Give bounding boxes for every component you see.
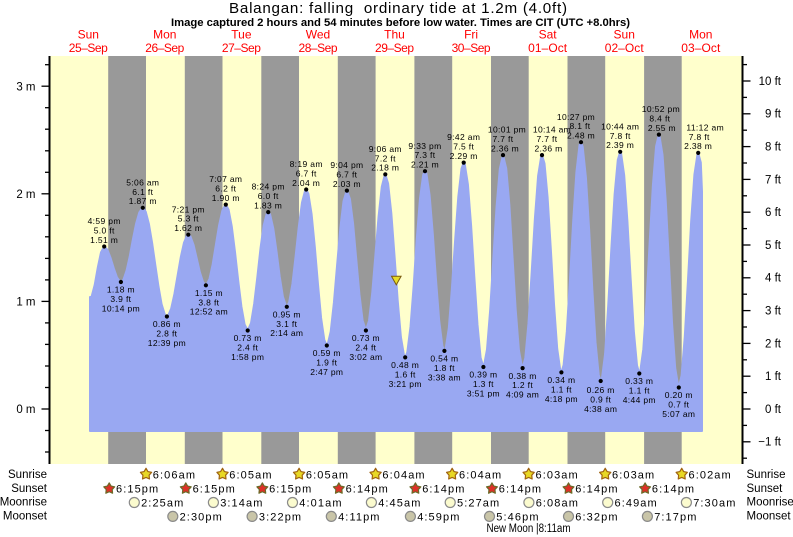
svg-text:6:14pm: 6:14pm	[652, 484, 695, 496]
svg-text:Thu: Thu	[384, 28, 405, 42]
svg-text:0.34 m1.1 ft4:18 pm: 0.34 m 1.1 ft 4:18 pm	[545, 375, 578, 404]
svg-text:6:32pm: 6:32pm	[575, 512, 618, 524]
svg-text:6:02am: 6:02am	[689, 469, 732, 481]
svg-text:6:14pm: 6:14pm	[422, 484, 465, 496]
svg-text:Sunrise: Sunrise	[747, 469, 786, 481]
svg-text:6:04am: 6:04am	[382, 469, 425, 481]
svg-text:Moonset: Moonset	[3, 510, 48, 522]
svg-text:Moonrise: Moonrise	[0, 497, 47, 509]
svg-text:6:06am: 6:06am	[153, 469, 196, 481]
svg-text:8 ft: 8 ft	[765, 142, 782, 154]
svg-text:Mon: Mon	[153, 28, 176, 42]
svg-text:27–Sep: 27–Sep	[222, 41, 261, 55]
svg-text:30–Sep: 30–Sep	[452, 41, 491, 55]
svg-text:1 ft: 1 ft	[765, 371, 782, 383]
svg-text:7 ft: 7 ft	[765, 174, 782, 186]
svg-text:25–Sep: 25–Sep	[69, 41, 108, 55]
svg-text:6:03am: 6:03am	[612, 469, 655, 481]
svg-text:0.95 m3.1 ft2:14 am: 0.95 m 3.1 ft 2:14 am	[270, 310, 303, 339]
svg-text:03–Oct: 03–Oct	[681, 41, 721, 55]
svg-text:9:06 am7.2 ft2.18 m: 9:06 am 7.2 ft 2.18 m	[369, 144, 402, 173]
svg-text:Sunset: Sunset	[11, 483, 48, 495]
svg-text:6:04am: 6:04am	[459, 469, 502, 481]
svg-text:7:17pm: 7:17pm	[654, 512, 697, 524]
svg-text:2:30pm: 2:30pm	[180, 512, 223, 524]
svg-text:6:14pm: 6:14pm	[575, 484, 618, 496]
svg-text:−1 ft: −1 ft	[758, 437, 782, 449]
svg-text:6:03am: 6:03am	[536, 469, 579, 481]
svg-text:29–Sep: 29–Sep	[375, 41, 414, 55]
svg-text:28–Sep: 28–Sep	[299, 41, 338, 55]
svg-text:01–Oct: 01–Oct	[528, 41, 568, 55]
svg-text:3 m: 3 m	[16, 81, 35, 93]
svg-text:6:15pm: 6:15pm	[193, 484, 236, 496]
svg-text:Wed: Wed	[306, 28, 330, 42]
svg-text:6 ft: 6 ft	[765, 207, 782, 219]
svg-text:Moonrise: Moonrise	[747, 497, 793, 509]
svg-text:1 m: 1 m	[16, 297, 35, 309]
svg-text:26–Sep: 26–Sep	[145, 41, 184, 55]
svg-text:3:22pm: 3:22pm	[259, 512, 302, 524]
svg-text:Fri: Fri	[464, 28, 478, 42]
svg-text:4:45am: 4:45am	[378, 498, 421, 510]
svg-text:Image captured 2 hours and 54: Image captured 2 hours and 54 minutes be…	[171, 17, 630, 29]
svg-text:6:05am: 6:05am	[229, 469, 272, 481]
svg-text:2 ft: 2 ft	[765, 338, 782, 350]
svg-text:5:27am: 5:27am	[457, 498, 500, 510]
svg-text:6:05am: 6:05am	[306, 469, 349, 481]
svg-text:6:15pm: 6:15pm	[116, 484, 159, 496]
svg-text:02–Oct: 02–Oct	[605, 41, 645, 55]
svg-text:Tue: Tue	[231, 28, 252, 42]
svg-text:Sunset: Sunset	[747, 483, 784, 495]
svg-text:6:08am: 6:08am	[536, 498, 579, 510]
svg-text:0 ft: 0 ft	[765, 404, 782, 416]
svg-text:6:14pm: 6:14pm	[346, 484, 389, 496]
svg-text:2:25am: 2:25am	[141, 498, 184, 510]
svg-text:5:46pm: 5:46pm	[496, 512, 539, 524]
svg-text:9 ft: 9 ft	[765, 109, 782, 121]
svg-text:6:14pm: 6:14pm	[499, 484, 542, 496]
svg-text:Balangan: falling ordinary ti: Balangan: falling ordinary tide at 1.2m …	[229, 0, 567, 17]
svg-text:3 ft: 3 ft	[765, 306, 782, 318]
svg-text:6:15pm: 6:15pm	[269, 484, 312, 496]
svg-text:4:59pm: 4:59pm	[417, 512, 460, 524]
svg-text:10 ft: 10 ft	[759, 76, 782, 88]
svg-text:Sun: Sun	[78, 28, 99, 42]
svg-text:2 m: 2 m	[16, 189, 35, 201]
svg-text:6:49am: 6:49am	[615, 498, 658, 510]
svg-text:3:14am: 3:14am	[220, 498, 263, 510]
svg-text:7:30am: 7:30am	[693, 498, 736, 510]
svg-text:4:11pm: 4:11pm	[338, 512, 380, 524]
svg-text:Sunrise: Sunrise	[8, 469, 47, 481]
svg-text:0.73 m2.4 ft1:58 pm: 0.73 m 2.4 ft 1:58 pm	[231, 333, 264, 362]
svg-text:Sat: Sat	[539, 28, 558, 42]
svg-text:Mon: Mon	[689, 28, 712, 42]
svg-text:New Moon |8:11am: New Moon |8:11am	[487, 523, 571, 535]
svg-text:4:01am: 4:01am	[299, 498, 342, 510]
svg-text:4 ft: 4 ft	[765, 273, 782, 285]
svg-text:Sun: Sun	[614, 28, 635, 42]
svg-text:0 m: 0 m	[16, 404, 35, 416]
svg-text:5 ft: 5 ft	[765, 240, 782, 252]
svg-text:Moonset: Moonset	[747, 510, 792, 522]
